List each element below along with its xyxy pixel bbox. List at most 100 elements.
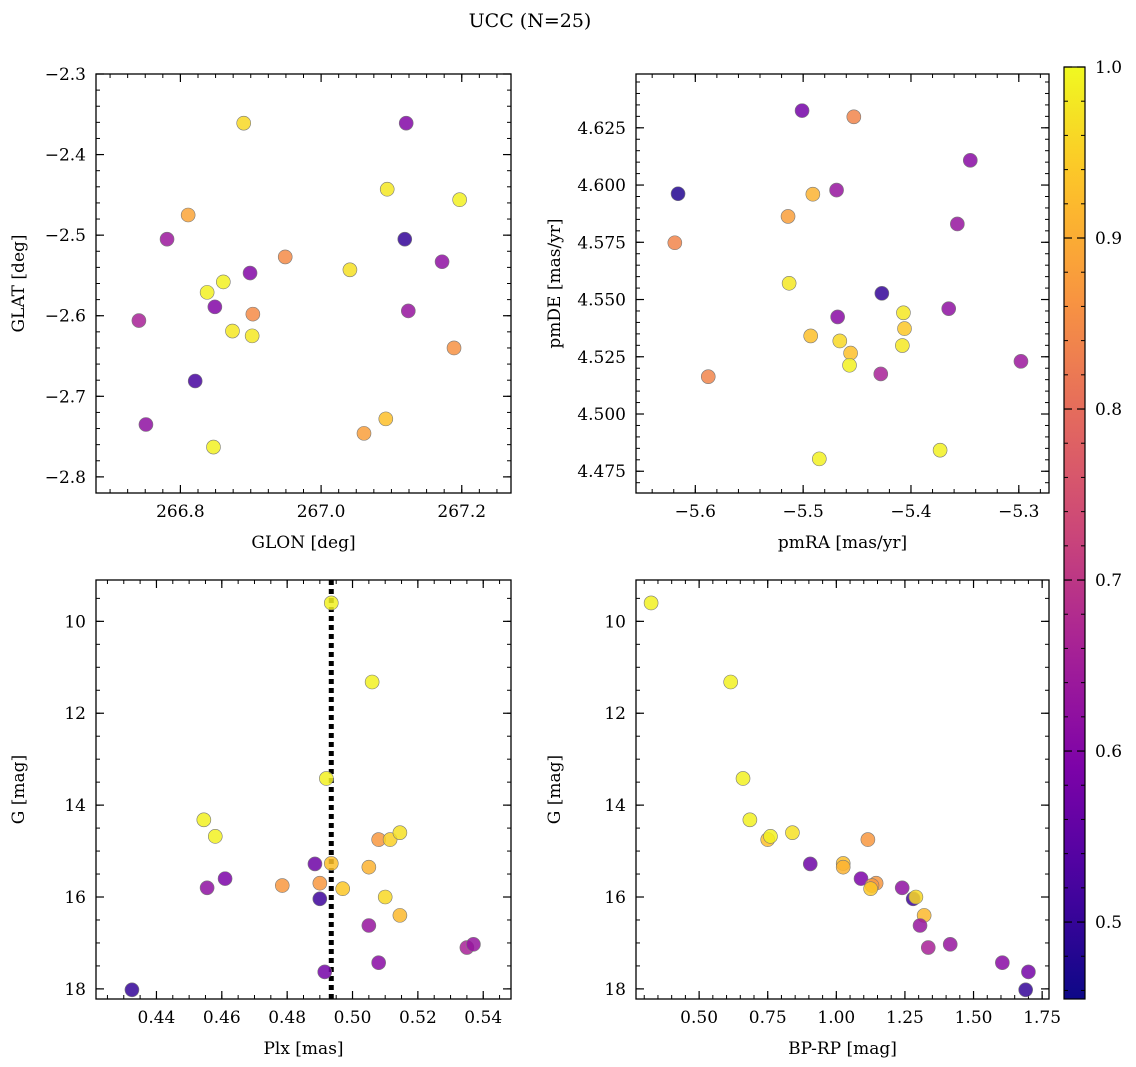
data-point xyxy=(206,439,221,455)
data-point xyxy=(466,937,481,952)
x-tick-label: 267.0 xyxy=(297,502,346,522)
data-point xyxy=(842,357,857,373)
data-point xyxy=(356,426,372,441)
x-tick-label: 0.52 xyxy=(399,1008,437,1028)
data-point xyxy=(398,115,414,131)
panel-pm: −5.6 −5.5 −5.4 −5.3 4.475 4.500 4.525 4.550 4.57… xyxy=(545,73,1050,553)
data-point xyxy=(159,231,175,247)
data-point xyxy=(874,286,890,301)
panels: 266.8 267.0 267.2 −2.8 −2.7 −2.6 −2.5 −2.4 −2.3 G… xyxy=(9,65,1061,1059)
figure-title: UCC (N=25) xyxy=(469,10,592,32)
data-point xyxy=(846,109,862,125)
data-point xyxy=(835,859,851,875)
y-tick-label: 4.475 xyxy=(577,462,626,482)
data-point xyxy=(853,871,869,886)
data-point xyxy=(236,115,252,131)
data-point xyxy=(323,856,339,871)
data-point xyxy=(780,209,796,224)
data-point xyxy=(643,595,659,611)
data-point xyxy=(785,825,800,840)
axes-frame xyxy=(95,73,512,494)
data-point xyxy=(217,871,233,886)
data-point xyxy=(897,321,912,336)
data-point xyxy=(317,964,333,980)
data-point xyxy=(312,875,328,891)
data-point xyxy=(895,338,910,353)
colorbar-tick-label: 0.5 xyxy=(1095,913,1122,933)
colorbar-gradient xyxy=(1063,66,1086,1000)
y-tick-label: −2.8 xyxy=(45,468,86,488)
y-axis-label: GLAT [deg] xyxy=(9,234,29,332)
data-point xyxy=(932,442,948,458)
y-tick-label: 12 xyxy=(604,704,626,724)
data-point xyxy=(863,881,878,897)
data-point xyxy=(180,207,196,223)
x-axis-label: pmRA [mas/yr] xyxy=(778,533,907,553)
data-point xyxy=(912,918,928,933)
data-point xyxy=(670,186,686,202)
x-tick-label: 0.46 xyxy=(203,1008,241,1028)
data-point xyxy=(829,182,844,198)
data-point xyxy=(319,771,334,786)
y-tick-label: 16 xyxy=(604,888,626,908)
data-point xyxy=(832,333,848,349)
data-point xyxy=(894,880,910,896)
y-tick-label: −2.6 xyxy=(45,307,86,327)
x-tick-label: −5.3 xyxy=(998,502,1039,522)
data-point xyxy=(244,328,260,344)
data-point xyxy=(401,303,416,319)
data-point xyxy=(361,859,377,875)
data-point xyxy=(723,674,738,690)
x-tick-label: 0.54 xyxy=(464,1008,502,1028)
data-point xyxy=(392,825,408,840)
data-point xyxy=(1021,964,1036,980)
x-tick-label: 0.75 xyxy=(749,1008,787,1028)
data-point xyxy=(950,216,965,232)
data-point xyxy=(242,265,258,281)
data-point xyxy=(908,889,924,905)
data-point xyxy=(323,595,339,611)
data-point xyxy=(196,812,212,828)
x-tick-label: 1.50 xyxy=(955,1008,993,1028)
data-point xyxy=(434,254,450,270)
data-point xyxy=(392,908,408,923)
x-axis-label: GLON [deg] xyxy=(251,533,355,553)
data-point xyxy=(700,369,716,384)
data-point xyxy=(216,274,231,290)
x-tick-label: 1.25 xyxy=(886,1008,924,1028)
data-point xyxy=(379,181,395,197)
x-tick-label: 0.44 xyxy=(138,1008,176,1028)
data-point xyxy=(364,674,380,690)
data-point xyxy=(920,940,936,955)
y-tick-label: −2.5 xyxy=(45,226,86,246)
data-point xyxy=(1013,354,1029,369)
panel-cmd: 0.50 0.75 1.00 1.25 1.50 1.75 10 12 14 16 18 BP-RP … xyxy=(545,579,1061,1059)
y-tick-label: 18 xyxy=(64,980,86,1000)
x-tick-label: 266.8 xyxy=(156,502,205,522)
colorbar-tick-label: 1.0 xyxy=(1095,58,1122,78)
data-point xyxy=(962,153,978,168)
data-point xyxy=(942,937,958,952)
y-tick-label: 4.550 xyxy=(577,291,626,311)
y-tick-label: 10 xyxy=(604,612,626,632)
data-point xyxy=(803,328,818,344)
data-point xyxy=(225,323,240,339)
y-tick-label: 4.600 xyxy=(577,176,626,196)
data-point xyxy=(843,345,858,361)
axes-frame xyxy=(635,579,1050,1000)
data-point xyxy=(995,955,1010,971)
data-point xyxy=(124,982,140,998)
data-point xyxy=(199,285,215,300)
data-point xyxy=(735,771,751,786)
data-point xyxy=(860,832,876,847)
panel-plx-g: 0.44 0.46 0.48 0.50 0.52 0.54 10 12 14 16 18 Plx [m… xyxy=(9,579,512,1059)
data-point xyxy=(277,249,293,265)
data-point xyxy=(377,889,393,905)
colorbar-tick-label: 0.6 xyxy=(1095,742,1122,762)
data-point xyxy=(371,955,386,971)
data-point xyxy=(312,891,328,907)
data-point xyxy=(941,301,957,316)
data-point xyxy=(342,262,358,278)
y-axis-label: G [mag] xyxy=(9,755,29,824)
